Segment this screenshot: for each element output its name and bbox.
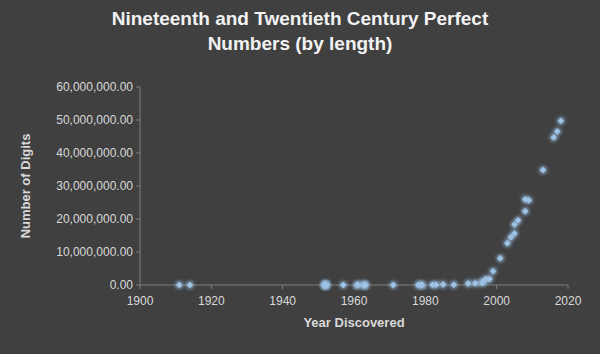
chart-svg: 0.00 10,000,000.00 20,000,000.00 30,000,000…: [0, 0, 600, 354]
data-point: [511, 230, 517, 236]
data-point: [554, 128, 560, 134]
data-point: [419, 282, 425, 288]
points: [176, 118, 564, 288]
data-point: [465, 280, 471, 286]
chart-title: Nineteenth and Twentieth Century Perfect…: [110, 6, 490, 56]
y-tick-label: 60,000,000.00: [56, 80, 133, 94]
y-axis-line: [140, 87, 141, 285]
x-tick: [354, 285, 355, 289]
data-point: [362, 282, 368, 288]
x-tick-label: 2020: [555, 294, 582, 308]
y-tick: [136, 120, 140, 121]
y-axis-title: Number of Digits: [18, 134, 33, 239]
data-point: [558, 118, 564, 124]
x-tick-label: 1920: [198, 294, 225, 308]
data-point: [340, 282, 346, 288]
x-tick-label: 1900: [127, 294, 154, 308]
data-point: [322, 282, 328, 288]
y-tick-label: 50,000,000.00: [56, 113, 133, 127]
data-point: [440, 281, 446, 287]
data-point: [419, 282, 425, 288]
y-tick: [136, 219, 140, 220]
y-tick-label: 20,000,000.00: [56, 212, 133, 226]
data-point: [551, 134, 557, 140]
data-point: [490, 268, 496, 274]
data-point: [354, 282, 360, 288]
data-point: [451, 282, 457, 288]
data-point: [504, 240, 510, 246]
data-point: [515, 217, 521, 223]
data-point: [433, 282, 439, 288]
data-point: [497, 255, 503, 261]
data-point: [511, 221, 517, 227]
x-tick: [496, 285, 497, 289]
data-point: [322, 282, 328, 288]
data-point: [354, 282, 360, 288]
y-tick-label: 10,000,000.00: [56, 245, 133, 259]
data-point: [522, 208, 528, 214]
data-point: [176, 282, 182, 288]
data-point: [472, 280, 478, 286]
x-tick: [282, 285, 283, 289]
x-tick: [568, 285, 569, 289]
x-axis-line: [140, 285, 568, 286]
y-tick: [136, 87, 140, 88]
y-tick-label: 40,000,000.00: [56, 146, 133, 160]
x-tick: [140, 285, 141, 289]
y-tick: [136, 285, 140, 286]
y-tick: [136, 252, 140, 253]
y-tick: [136, 186, 140, 187]
x-tick-label: 2000: [483, 294, 510, 308]
data-point: [187, 282, 193, 288]
x-tick: [211, 285, 212, 289]
x-tick-label: 1980: [412, 294, 439, 308]
y-tick-label: 0.00: [110, 278, 134, 292]
data-point: [362, 282, 368, 288]
data-point: [390, 282, 396, 288]
x-axis-title: Year Discovered: [303, 315, 404, 330]
x-tick-label: 1940: [269, 294, 296, 308]
data-point: [522, 196, 528, 202]
data-point: [322, 282, 328, 288]
data-point: [322, 282, 328, 288]
chart-root: Nineteenth and Twentieth Century Perfect…: [0, 0, 600, 354]
data-point: [540, 167, 546, 173]
data-point: [322, 282, 328, 288]
x-tick: [425, 285, 426, 289]
x-tick-label: 1960: [341, 294, 368, 308]
y-tick: [136, 153, 140, 154]
y-tick-label: 30,000,000.00: [56, 179, 133, 193]
data-point: [486, 276, 492, 282]
data-point: [362, 282, 368, 288]
